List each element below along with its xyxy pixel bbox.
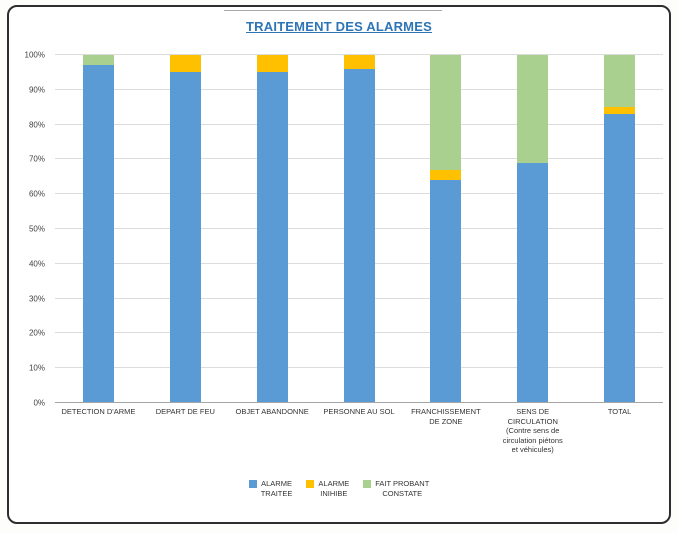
bar-segment-alarme-inihibe [430, 169, 462, 181]
x-axis-labels: DETECTION D'ARME DEPART DE FEU OBJET ABAND… [55, 407, 663, 455]
bar-cell [576, 55, 663, 403]
y-axis-tick-label: 40% [28, 259, 45, 269]
stacked-bar [517, 55, 549, 403]
x-axis-category-label: PERSONNE AU SOL [323, 407, 395, 416]
legend-label: ALARME TRAITEE [260, 479, 293, 498]
y-axis-tick-label: 60% [28, 189, 45, 199]
x-axis-category-label: DETECTION D'ARME [61, 407, 136, 416]
bar-cell [142, 55, 229, 403]
bar-segment-alarme-inihibe [604, 107, 636, 115]
stacked-bar [169, 55, 201, 403]
bar-segment-alarme-traitee [604, 114, 636, 403]
bar-cell [489, 55, 576, 403]
legend-item: ALARME TRAITEE [248, 479, 293, 498]
stacked-bar [430, 55, 462, 403]
gridline [55, 54, 663, 55]
y-axis-tick-label: 100% [24, 50, 45, 60]
bar-segment-alarme-traitee [343, 68, 375, 403]
x-axis-category-label: OBJET ABANDONNE [235, 407, 309, 416]
stacked-bar [343, 55, 375, 403]
bar-segment-alarme-traitee [169, 72, 201, 403]
x-axis-line [55, 402, 663, 403]
bars-container [55, 55, 663, 403]
bar-segment-fait-probant-constate [517, 55, 549, 163]
legend-label: ALARME INIHIBE [318, 479, 350, 498]
bar-cell [55, 55, 142, 403]
bar-segment-fait-probant-constate [604, 55, 636, 108]
bar-segment-alarme-traitee [82, 65, 114, 403]
bar-segment-alarme-traitee [256, 72, 288, 403]
legend-swatch-alarme-inihibe [306, 480, 315, 488]
bar-segment-alarme-traitee [430, 180, 462, 403]
scan-artifact-line [224, 10, 442, 11]
y-axis-tick-label: 90% [28, 85, 45, 95]
bar-cell [229, 55, 316, 403]
x-axis-category-label: TOTAL [607, 407, 632, 416]
bar-segment-alarme-inihibe [343, 55, 375, 69]
x-axis-category-label: DEPART DE FEU [155, 407, 215, 416]
chart-frame: TRAITEMENT DES ALARMES 0% 10% 20% 30% 40% 50%… [7, 5, 671, 524]
stacked-bar [256, 55, 288, 403]
bar-cell [402, 55, 489, 403]
x-axis-category-label: FRANCHISSEMENT DE ZONE [411, 407, 481, 426]
stacked-bar [82, 55, 114, 403]
stacked-bar [604, 55, 636, 403]
x-axis-category-label: SENS DE CIRCULATION (Contre sens de circ… [502, 407, 563, 454]
bar-cell [316, 55, 403, 403]
legend-label: FAIT PROBANT CONSTATE [375, 479, 430, 498]
y-axis: 0% 10% 20% 30% 40% 50% 60% 70% 80% 90% 100% [9, 51, 49, 408]
chart-title: TRAITEMENT DES ALARMES [246, 19, 432, 34]
bar-segment-fait-probant-constate [430, 55, 462, 170]
y-axis-tick-label: 10% [28, 363, 45, 373]
legend: ALARME TRAITEE ALARME INIHIBE FAIT PROBANT… [9, 479, 669, 498]
y-axis-tick-label: 50% [28, 224, 45, 234]
bar-segment-fait-probant-constate [82, 55, 114, 66]
bar-segment-alarme-inihibe [256, 55, 288, 73]
y-axis-tick-label: 20% [28, 328, 45, 338]
y-axis-tick-label: 30% [28, 294, 45, 304]
legend-swatch-fait-probant-constate [363, 480, 372, 488]
bar-segment-alarme-inihibe [169, 55, 201, 73]
y-axis-tick-label: 70% [28, 154, 45, 164]
bar-segment-alarme-traitee [517, 162, 549, 403]
legend-item: ALARME INIHIBE [306, 479, 349, 498]
plot-area [55, 54, 663, 403]
y-axis-tick-label: 80% [28, 120, 45, 130]
y-axis-tick-label: 0% [33, 398, 45, 408]
legend-swatch-alarme-traitee [248, 480, 257, 488]
legend-item: FAIT PROBANT CONSTATE [363, 479, 429, 498]
